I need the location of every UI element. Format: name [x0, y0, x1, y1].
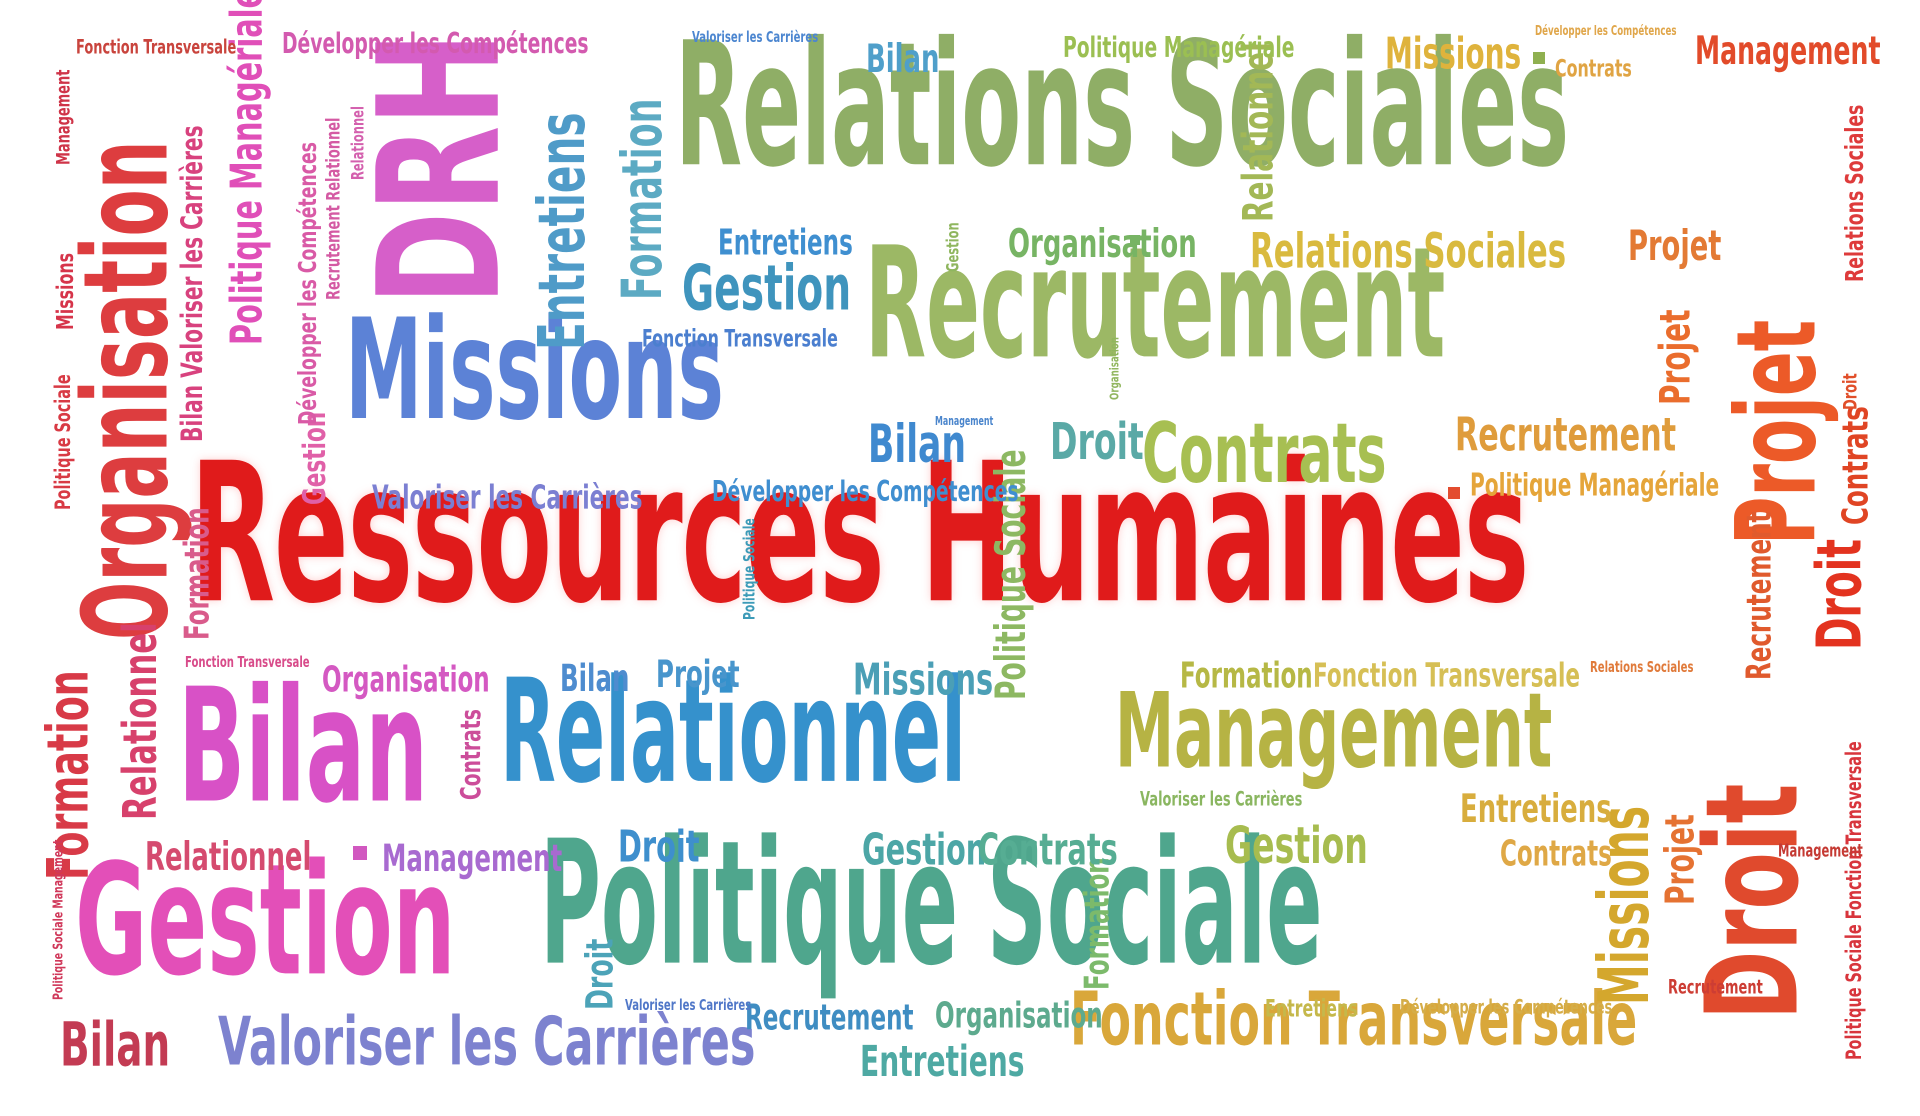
word-politique-sociale-large: Politique Sociale — [540, 803, 1323, 1004]
word-relationnel-left: Relationnel — [145, 834, 312, 880]
word-relations-sociales-large: Relations Sociales — [675, 5, 1570, 206]
word-politique-manageriale-right: Politique Managériale — [1470, 466, 1720, 503]
word-developper-top: Développer les Compétences — [282, 27, 589, 61]
word-organisation-vertical: Organisation — [57, 140, 195, 640]
word-contrats-small: Contrats — [978, 824, 1118, 876]
word-valoriser-tiny-top: Valoriser les Carrières — [692, 28, 819, 47]
word-fonction-transversale-small: Fonction Transversale — [642, 325, 838, 354]
word-gestion-vertical-left: Gestion — [296, 411, 334, 505]
word-relations-sociales-small: Relations Sociales — [1250, 223, 1567, 280]
word-relations-sociales-tiny: Relations Sociales — [1590, 658, 1694, 677]
word-recrutement-large: Recrutement — [865, 214, 1446, 394]
word-droit-vertical-bottom: Droit — [578, 938, 622, 1010]
word-fonction-transversale-top: Fonction Transversale — [76, 35, 237, 59]
word-recrutement-small: Recrutement — [1455, 407, 1677, 462]
word-contrats-right-2: Contrats — [1500, 832, 1612, 875]
word-relationnel-vertical-top: Relationnel — [1234, 42, 1284, 223]
word-missions-small-top: Missions — [1385, 28, 1522, 80]
word-contrats-top: Contrats — [1555, 55, 1632, 84]
word-bilan-valoriser-vertical: Bilan Valoriser les Carrières — [174, 125, 210, 442]
word-entretiens-small: Entretiens — [718, 221, 853, 264]
word-developper-tiny: Développer les Compétences — [1400, 995, 1613, 1019]
word-entretiens-tiny: Entretiens — [1265, 995, 1358, 1024]
word-recrutement-tiny: Recrutement — [1668, 975, 1763, 999]
word-contrats-vertical-left: Contrats — [455, 709, 488, 800]
word-projet-small: Projet — [1628, 221, 1722, 271]
word-management-right-small: Management — [1778, 839, 1863, 861]
word-missions-large: Missions — [345, 288, 724, 452]
word-bilan-tiny: Bilan — [560, 656, 630, 701]
word-valoriser-large: Valoriser les Carrières — [218, 1002, 756, 1081]
word-fonction-transversale-tiny: Fonction Transversale — [185, 653, 310, 672]
word-entretiens-right: Entretiens — [1460, 786, 1612, 832]
word-fonction-transversale-mid: Fonction Transversale — [1313, 656, 1581, 696]
word-projet-vertical-bottom: Projet — [1656, 814, 1704, 905]
word-politique-sociale-fonction-vertical: Politique Sociale Fonction Transversale — [1840, 741, 1867, 1060]
word-management-tiny-top: Management — [935, 413, 994, 429]
word-bilan-small-top: Bilan — [866, 36, 940, 82]
word-politique-manageriale-top: Politique Managériale — [1063, 31, 1295, 65]
word-contrats-vertical-right: Contrats — [1834, 406, 1877, 525]
word-valoriser-tiny-mid: Valoriser les Carrières — [1140, 787, 1303, 811]
word-gestion-vertical-tiny: Gestion — [942, 222, 963, 272]
word-relations-sociales-vertical-right: Relations Sociales — [1839, 104, 1870, 282]
word-formation-vertical-2: Formation — [1076, 857, 1117, 990]
word-valoriser-mid: Valoriser les Carrières — [372, 478, 643, 518]
accent-dot — [1533, 52, 1545, 64]
word-gestion-small: Gestion — [862, 824, 987, 876]
word-formation-vertical: Formation — [610, 98, 675, 300]
word-bilan-small-mid: Bilan — [868, 413, 966, 476]
word-droit-small-mid: Droit — [618, 821, 700, 873]
word-entretiens-vertical: Entretiens — [524, 112, 600, 350]
accent-dot — [353, 846, 367, 860]
word-organisation-left: Organisation — [322, 658, 490, 701]
word-recrutement-vertical-right: Recrutement — [1738, 511, 1779, 680]
word-valoriser-tiny-bottom: Valoriser les Carrières — [625, 996, 752, 1015]
word-organisation-vertical-tiny: Organisation — [1106, 337, 1122, 400]
word-relationnel-vertical-left: Relationnel — [113, 622, 168, 820]
word-gestion-large: Gestion — [75, 830, 456, 1010]
word-recrutement-relationnel-vertical: Recrutement Relationnel — [322, 117, 345, 300]
word-missions-vertical-left: Missions — [52, 252, 80, 330]
word-formation-small: Formation — [1180, 654, 1313, 697]
word-projet-vertical: Projet — [1651, 309, 1701, 405]
word-developper-tiny-top: Développer les Compétences — [1535, 22, 1677, 39]
word-developper-small: Développer les Compétences — [712, 475, 1019, 509]
word-recrutement-bottom: Recrutement — [745, 996, 914, 1039]
word-politique-sociale-vertical-left: Politique Sociale — [49, 374, 76, 510]
word-droit-vertical-right: Droit — [1804, 539, 1877, 650]
word-gestion-right: Gestion — [1225, 815, 1368, 875]
word-ressources-humaines: Ressources Humaines — [190, 422, 1529, 647]
word-formation-vertical-left-2: Formation — [176, 507, 217, 640]
word-management-left: Management — [382, 836, 563, 881]
word-relationnel-large: Relationnel — [500, 648, 966, 815]
word-politique-sociale-vertical-2: Politique Sociale — [739, 518, 759, 620]
word-contrats-mid: Contrats — [1142, 405, 1387, 502]
word-missions-mid: Missions — [853, 654, 994, 706]
word-fonction-transversale-large: Fonction Transversale — [1070, 974, 1638, 1063]
word-relationnel-vertical-small: Relationnel — [347, 106, 368, 180]
word-bilan-bottom: Bilan — [60, 1009, 171, 1080]
word-politique-sociale-management-vertical: Politique Sociale Management — [50, 839, 67, 1000]
accent-dot — [1130, 235, 1140, 245]
word-droit-small: Droit — [1050, 411, 1144, 471]
word-projet-tiny: Projet — [656, 652, 740, 697]
word-management-vertical-left: Management — [52, 69, 75, 165]
word-developper-vertical-left: Développer les Compétences — [292, 142, 323, 426]
word-organisation-small: Organisation — [1008, 221, 1197, 267]
word-bilan-large: Bilan — [178, 654, 429, 838]
word-formation-vertical-left: Formation — [35, 670, 102, 880]
word-entretiens-bottom: Entretiens — [860, 1036, 1025, 1086]
word-gestion-mid: Gestion — [682, 252, 852, 326]
word-management-large: Management — [1115, 670, 1553, 792]
word-droit-vertical-mid: Droit — [1839, 373, 1862, 410]
word-drh-vertical: DRH — [341, 32, 538, 306]
word-management-top: Management — [1695, 28, 1881, 74]
word-organisation-bottom: Organisation — [935, 994, 1103, 1037]
accent-dot — [1448, 487, 1460, 499]
